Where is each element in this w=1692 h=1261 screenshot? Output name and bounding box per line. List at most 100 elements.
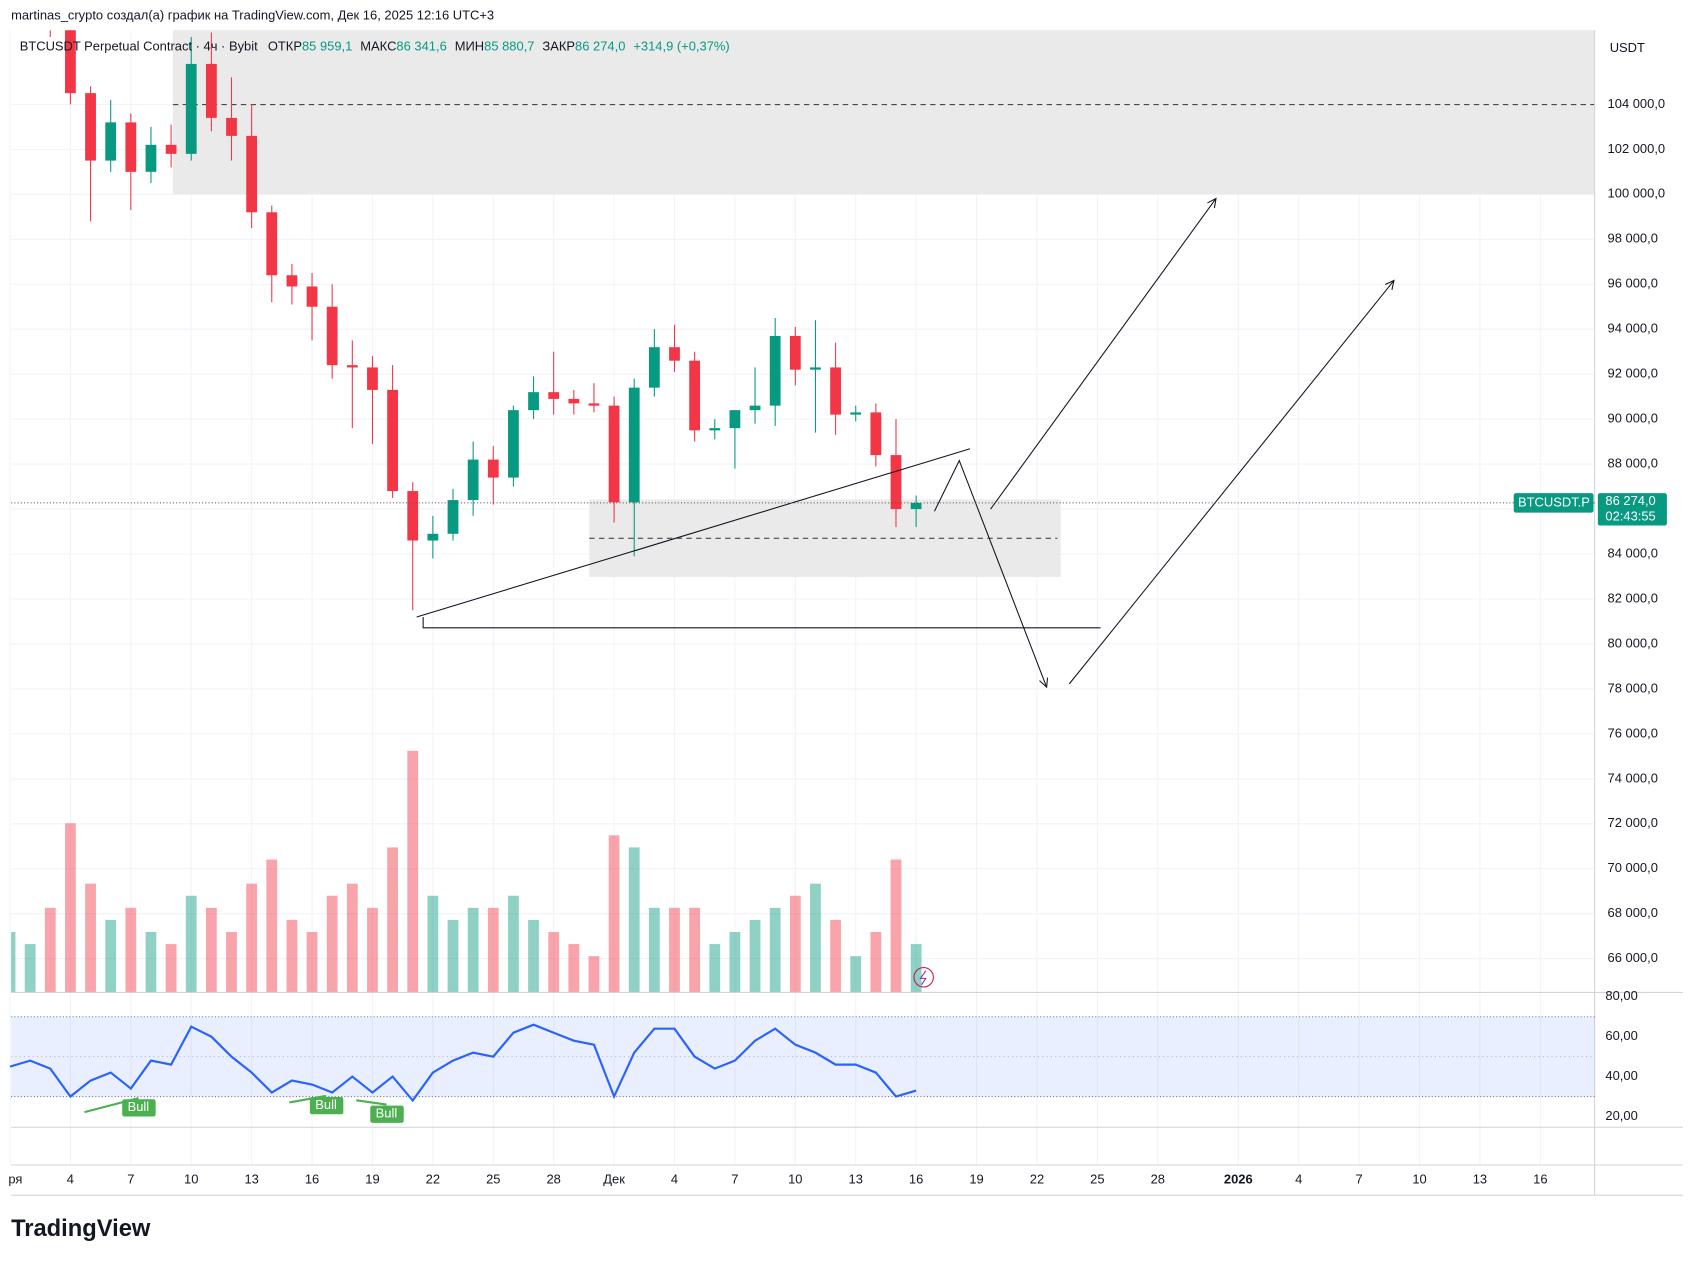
rsi-tick-label: 80,00 — [1605, 988, 1637, 1003]
candle-body — [588, 403, 600, 406]
divergence-tag: Bull — [128, 1099, 150, 1114]
y-tick-label: 100 000,0 — [1608, 186, 1666, 201]
axis-unit[interactable]: USDT — [1610, 40, 1645, 55]
candle-body — [608, 405, 620, 503]
volume-bar — [387, 847, 398, 993]
volume-bar — [749, 919, 761, 993]
candle-body — [729, 410, 741, 429]
volume-bar — [145, 931, 157, 993]
volume-bar — [427, 895, 439, 993]
x-tick-label: 22 — [1030, 1172, 1044, 1187]
y-tick-label: 94 000,0 — [1608, 321, 1658, 336]
x-tick-label: 25 — [486, 1172, 500, 1187]
ohlc-value: 85 959,1 — [302, 39, 352, 54]
divergence-tag: Bull — [376, 1106, 398, 1121]
y-tick-label: 74 000,0 — [1608, 770, 1658, 785]
ohlc-value: 85 880,7 — [484, 39, 534, 54]
volume-bar — [205, 907, 217, 993]
attribution: martinas_crypto создал(а) график на Trad… — [11, 8, 494, 23]
x-tick-label: 10 — [788, 1172, 802, 1187]
candle-body — [769, 335, 781, 406]
x-tick-label: 7 — [1356, 1172, 1363, 1187]
volume-bar — [326, 895, 338, 993]
x-tick-label: 7 — [127, 1172, 134, 1187]
candle-body — [789, 335, 801, 370]
drawings — [172, 30, 1595, 578]
alert-icon-bolt — [919, 970, 927, 986]
candle-body — [870, 412, 882, 456]
change: +314,9 (+0,37%) — [633, 39, 729, 54]
x-tick-label: 19 — [365, 1172, 379, 1187]
x-tick-label: 10 — [184, 1172, 198, 1187]
volume-bar — [830, 919, 841, 993]
volume-bar — [24, 944, 36, 993]
y-tick-label: 72 000,0 — [1608, 815, 1658, 830]
volume-bar — [729, 931, 741, 993]
x-tick-label: 4 — [67, 1172, 74, 1187]
volume-bar — [588, 956, 600, 993]
volume-bar — [487, 907, 499, 993]
candle-body — [145, 144, 157, 172]
volume-bar — [608, 835, 620, 993]
volume-bar — [568, 944, 580, 993]
volume-bar — [508, 895, 519, 993]
candle-body — [689, 360, 701, 431]
ohlc-name: ОТКР — [268, 39, 302, 54]
candle-body — [508, 410, 519, 478]
price-tag: 86 274,0 — [1605, 493, 1655, 508]
ohlc-name: ЗАКР — [542, 39, 575, 54]
drawings — [416, 198, 1394, 988]
candle-body — [830, 367, 841, 415]
y-tick-label: 82 000,0 — [1608, 590, 1658, 605]
divergence-line — [289, 1094, 327, 1104]
volume-bar — [447, 919, 459, 993]
volume-bar — [709, 944, 721, 993]
rsi-tick-label: 40,00 — [1605, 1068, 1637, 1083]
rsi-line — [9, 1023, 917, 1103]
volume-bar — [407, 750, 419, 993]
rsi-tick-label: 20,00 — [1605, 1108, 1637, 1123]
alert-icon[interactable] — [913, 967, 934, 988]
x-tick-label: 4 — [1295, 1172, 1302, 1187]
candle-body — [165, 144, 177, 154]
volume-bar — [628, 847, 640, 993]
x-tick-label: 7 — [731, 1172, 738, 1187]
x-tick-label: 25 — [1090, 1172, 1104, 1187]
volume-bar — [890, 859, 902, 993]
candle-body — [85, 93, 96, 161]
x-tick-label: 16 — [1533, 1172, 1547, 1187]
price-tag-bg — [1597, 493, 1667, 526]
candle-body — [286, 275, 298, 287]
candle-body — [850, 412, 862, 415]
candle-body — [447, 500, 459, 534]
y-tick-label: 102 000,0 — [1608, 141, 1666, 156]
x-tick-label: 13 — [244, 1172, 258, 1187]
divergence-line — [356, 1099, 387, 1106]
brand-logo[interactable]: TradingView — [11, 1216, 151, 1242]
support-line — [422, 617, 1101, 629]
y-tick-label: 90 000,0 — [1608, 411, 1658, 426]
x-tick-label: 2026 — [1224, 1172, 1253, 1187]
y-tick-label: 84 000,0 — [1608, 545, 1658, 560]
candle-body — [306, 286, 318, 307]
x-tick-label: Дек — [603, 1172, 625, 1187]
symbol-tag: BTCUSDT.P — [1518, 494, 1590, 509]
volume-bar — [810, 883, 821, 993]
y-tick-label: 98 000,0 — [1608, 231, 1658, 246]
volume-bar — [870, 931, 882, 993]
volume-bar — [185, 895, 197, 993]
y-tick-label: 96 000,0 — [1608, 276, 1658, 291]
volume-bar — [367, 907, 378, 993]
ohlc-name: МАКС — [360, 39, 396, 54]
countdown: 02:43:55 — [1605, 508, 1655, 523]
candle-body — [367, 367, 378, 390]
volume-bar — [689, 907, 701, 993]
candle-body — [125, 122, 137, 172]
x-tick-label: 28 — [546, 1172, 560, 1187]
volume-bar — [266, 859, 278, 993]
candle-body — [246, 135, 258, 213]
candle-body — [528, 392, 539, 411]
volume-bar — [346, 883, 358, 993]
candle-body — [407, 491, 419, 541]
divergence-tag: Bull — [315, 1097, 337, 1112]
